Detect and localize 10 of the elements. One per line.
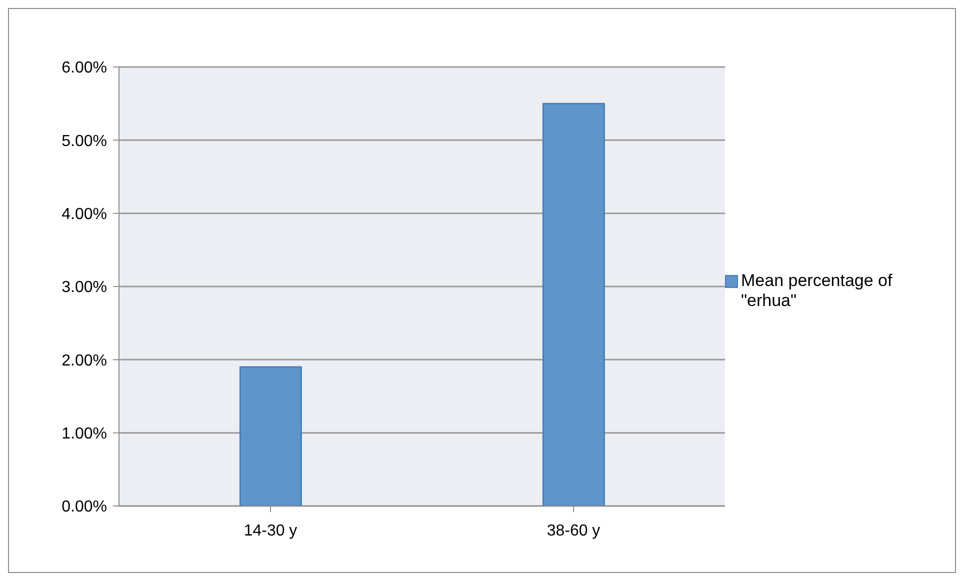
y-tick-label: 1.00%: [62, 426, 107, 443]
x-tick-label: 14-30 y: [244, 522, 298, 540]
y-tick-label: 5.00%: [62, 132, 107, 150]
legend-label: Mean percentage of "erhua": [741, 270, 894, 310]
y-tick-label: 4.00%: [62, 206, 107, 224]
x-tick-label: 38-60 y: [546, 522, 600, 540]
y-tick-label: 0.00%: [62, 498, 107, 516]
y-tick-label: 2.00%: [62, 352, 107, 370]
y-tick-label: 3.00%: [62, 279, 107, 296]
y-tick-label: 6.00%: [62, 60, 107, 77]
